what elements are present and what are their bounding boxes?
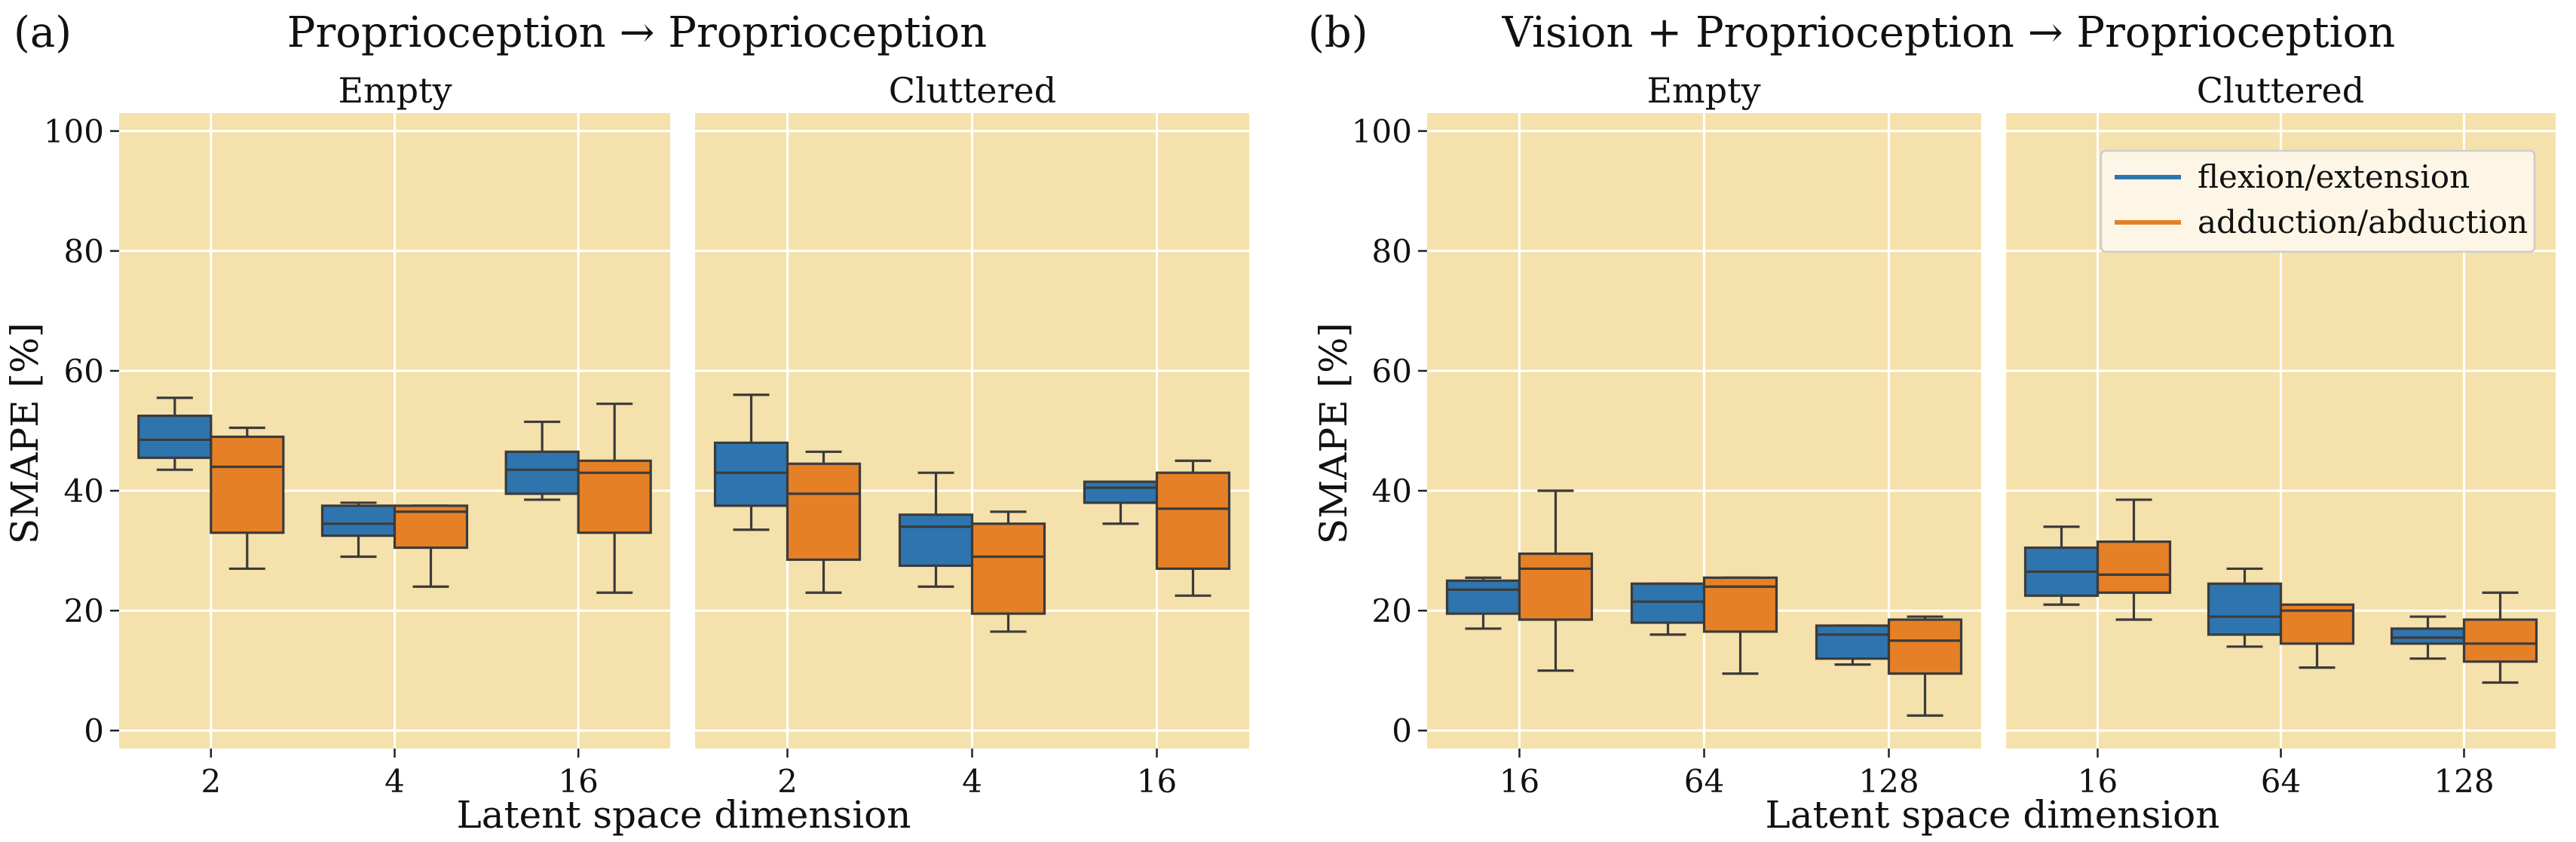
panel-a-label: (a) xyxy=(14,8,72,57)
legend-label-flexion: flexion/extension xyxy=(2198,158,2470,195)
box-flexion-2 xyxy=(713,393,789,531)
box-body xyxy=(137,415,213,459)
box-flexion-64 xyxy=(2207,567,2283,648)
x-tick-label: 16 xyxy=(2078,763,2118,800)
subplot-title-a-cluttered: Cluttered xyxy=(889,70,1056,111)
y-axis-label-a: SMAPE [%] xyxy=(3,323,47,544)
x-tick-label: 64 xyxy=(1684,763,1724,800)
box-adduction-4 xyxy=(970,510,1046,633)
box-flexion-2 xyxy=(137,397,213,471)
box-adduction-16 xyxy=(1518,489,1594,672)
x-axis-label-b: Latent space dimension xyxy=(1765,793,2219,837)
subplot-title-b-cluttered: Cluttered xyxy=(2197,70,2364,111)
y-tick-label: 20 xyxy=(1372,592,1412,629)
y-tick-label: 100 xyxy=(1352,113,1412,150)
x-tick-label: 16 xyxy=(1499,763,1539,800)
box-flexion-4 xyxy=(898,471,974,588)
x-tick-label: 2 xyxy=(201,763,221,800)
box-body xyxy=(504,450,580,495)
x-tick-label: 128 xyxy=(2434,763,2494,800)
box-body xyxy=(2096,540,2172,594)
box-body xyxy=(320,504,397,537)
subplot-a-cluttered: 2 4 16 xyxy=(695,113,1249,800)
box-body xyxy=(2462,618,2538,663)
box-adduction-16 xyxy=(2096,498,2172,621)
box-adduction-128 xyxy=(2462,591,2538,684)
box-adduction-2 xyxy=(786,450,862,594)
box-body xyxy=(1815,624,1891,660)
box-flexion-16 xyxy=(2023,525,2100,606)
x-tick-label: 4 xyxy=(384,763,405,800)
x-tick-label: 16 xyxy=(1137,763,1177,800)
box-body xyxy=(1630,582,1706,624)
box-flexion-16 xyxy=(504,420,580,501)
y-tick-label: 80 xyxy=(1372,233,1412,270)
panel-a-title: Proprioception → Proprioception xyxy=(287,8,987,57)
box-flexion-128 xyxy=(1815,624,1891,666)
box-body xyxy=(210,435,285,534)
box-adduction-64 xyxy=(2279,603,2355,669)
x-tick-label: 2 xyxy=(777,763,798,800)
subplot-title-a-empty: Empty xyxy=(338,70,452,111)
y-axis-label-b: SMAPE [%] xyxy=(1312,323,1355,544)
box-body xyxy=(1445,579,1521,615)
box-flexion-16 xyxy=(1445,576,1521,630)
x-tick-label: 4 xyxy=(962,763,982,800)
box-adduction-16 xyxy=(577,403,652,594)
subplot-title-b-empty: Empty xyxy=(1646,70,1760,111)
box-body xyxy=(1887,618,1963,675)
y-tick-label: 20 xyxy=(64,592,104,629)
plots: 0 20 40 60 80 100 2 4 16 2 4 16 0 20 40 60 80 100 16 64 128 1… xyxy=(44,113,2556,800)
box-body xyxy=(1083,480,1159,504)
box-adduction-64 xyxy=(1702,576,1778,675)
legend-label-adduction: adduction/abduction xyxy=(2198,204,2528,240)
x-tick-label: 128 xyxy=(1858,763,1919,800)
box-adduction-4 xyxy=(393,504,469,588)
legend-frame xyxy=(2100,149,2536,253)
box-body xyxy=(2390,627,2466,645)
y-tick-label: 40 xyxy=(1372,473,1412,510)
box-flexion-16 xyxy=(1083,480,1159,525)
box-adduction-2 xyxy=(210,426,285,571)
y-tick-label: 60 xyxy=(64,353,104,390)
box-adduction-16 xyxy=(1155,459,1231,597)
box-body xyxy=(1155,471,1231,571)
x-axis-label-a: Latent space dimension xyxy=(456,793,911,837)
box-body xyxy=(2207,582,2283,636)
subplot-a-empty: 0 20 40 60 80 100 2 4 16 xyxy=(44,113,670,800)
box-body xyxy=(1518,552,1594,621)
subplot-b-empty: 0 20 40 60 80 100 16 64 128 xyxy=(1352,113,1981,800)
y-tick-label: 0 xyxy=(1392,712,1412,749)
y-tick-label: 100 xyxy=(44,113,104,150)
box-body xyxy=(970,522,1046,615)
legend: flexion/extension adduction/abduction xyxy=(2100,149,2536,253)
box-body xyxy=(713,441,789,507)
y-tick-label: 40 xyxy=(64,473,104,510)
panel-b-title: Vision + Proprioception → Proprioception xyxy=(1502,8,2396,57)
box-adduction-128 xyxy=(1887,615,1963,717)
box-body xyxy=(786,462,862,562)
y-tick-label: 0 xyxy=(84,712,104,749)
x-tick-label: 16 xyxy=(558,763,598,800)
y-tick-label: 60 xyxy=(1372,353,1412,390)
box-body xyxy=(898,513,974,568)
y-tick-label: 80 xyxy=(64,233,104,270)
panel-b-label: (b) xyxy=(1308,8,1368,57)
x-tick-label: 64 xyxy=(2261,763,2301,800)
